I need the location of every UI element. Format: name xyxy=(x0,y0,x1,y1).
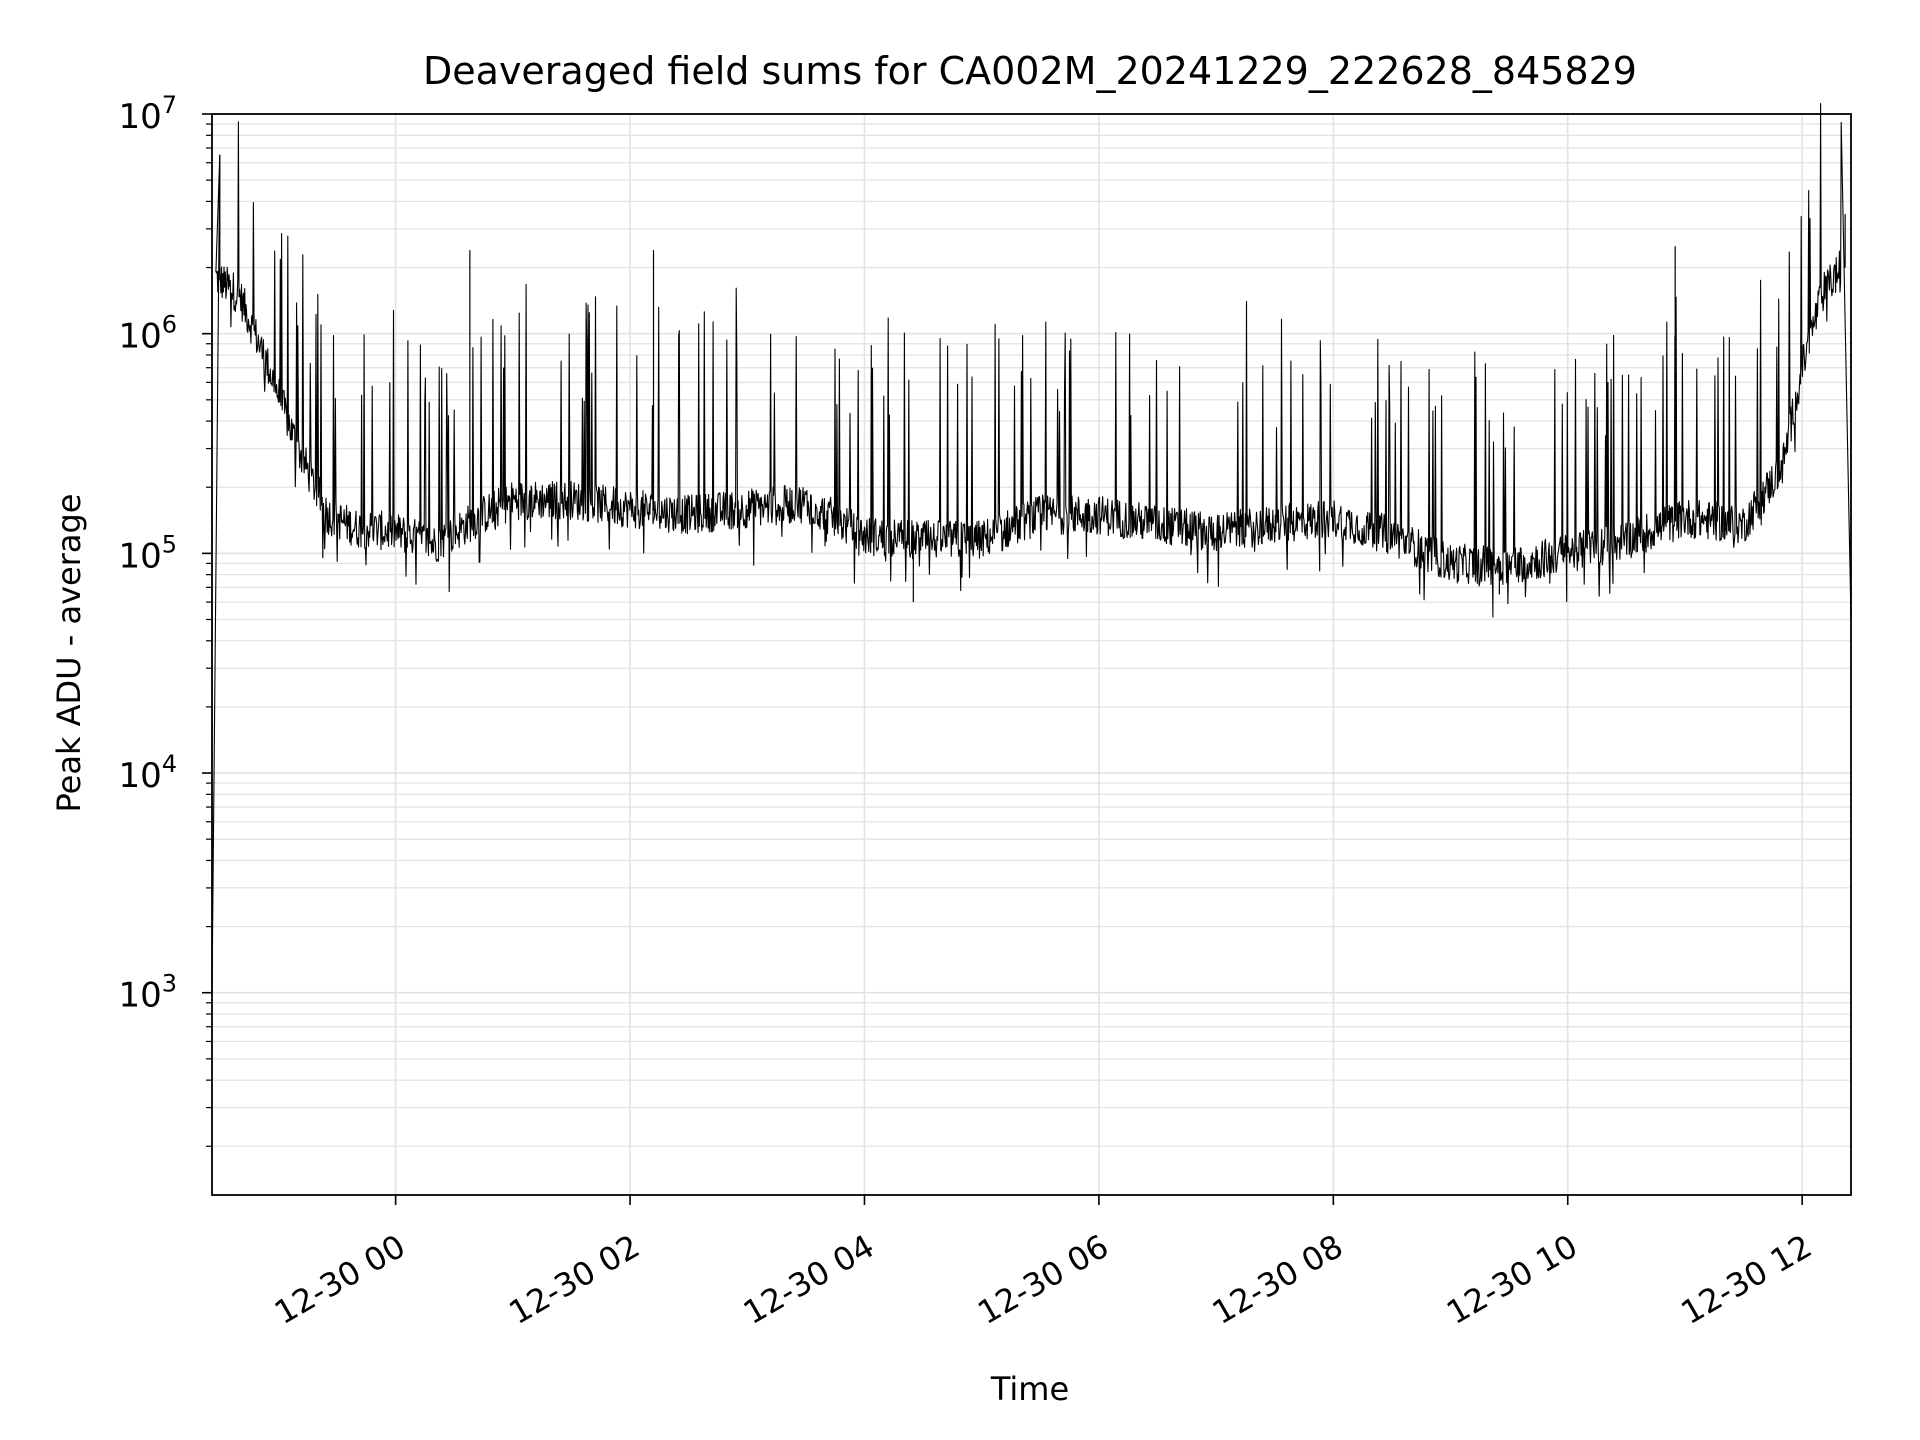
series-line xyxy=(211,103,1852,993)
y-tick-label: 106 xyxy=(118,311,177,357)
plot-frame xyxy=(211,113,1852,1196)
y-tick-label: 107 xyxy=(118,91,177,137)
x-axis-label: Time xyxy=(990,1370,1069,1408)
y-tick-label: 103 xyxy=(118,970,177,1016)
y-axis-label: Peak ADU - average xyxy=(50,494,88,813)
chart-title: Deaveraged field sums for CA002M_2024122… xyxy=(423,49,1637,93)
y-tick-label: 105 xyxy=(118,530,177,576)
y-tick-label: 104 xyxy=(118,750,177,796)
